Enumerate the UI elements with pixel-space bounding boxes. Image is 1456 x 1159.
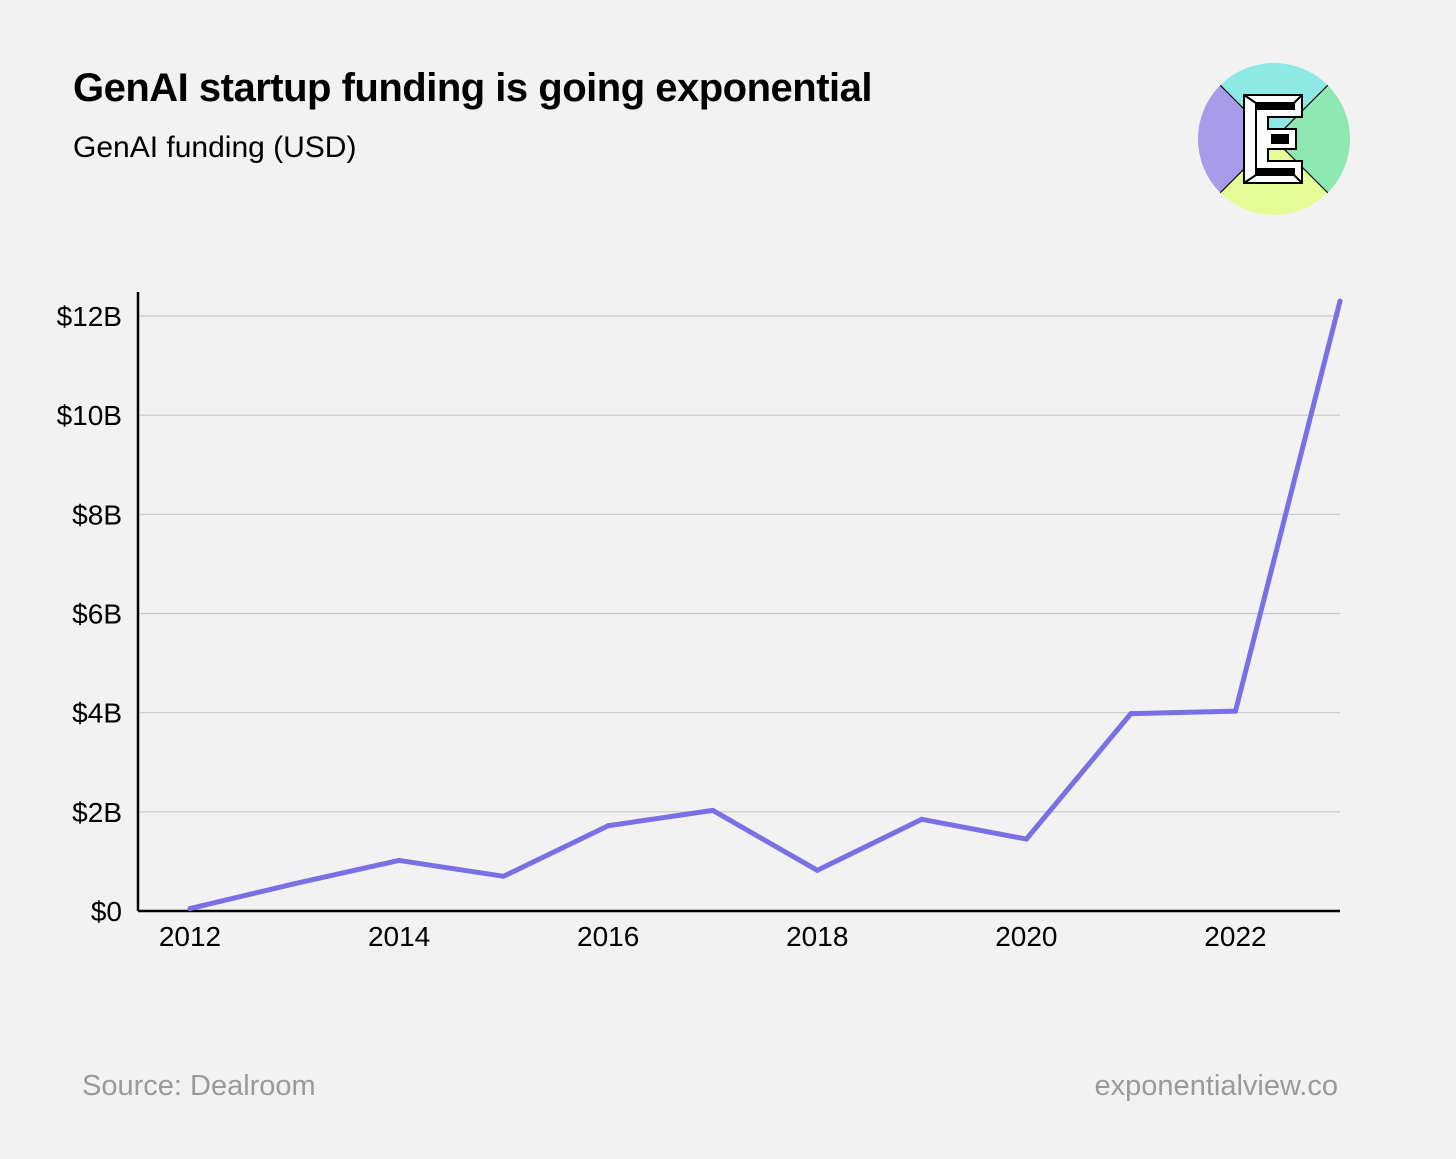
data-point-2023 [1337, 298, 1343, 304]
x-tick-label: 2014 [368, 921, 430, 952]
y-tick-label: $6B [72, 599, 122, 630]
chart-subtitle: GenAI funding (USD) [73, 131, 357, 164]
data-point-2018 [814, 867, 820, 873]
data-point-2016 [605, 823, 611, 829]
y-tick-label: $10B [57, 400, 122, 431]
data-point-2014 [396, 857, 402, 863]
logo-letter-e [1243, 94, 1303, 184]
data-points [187, 298, 1343, 912]
source-note: Source: Dealroom [82, 1070, 316, 1102]
x-tick-label: 2016 [577, 921, 639, 952]
data-point-2020 [1023, 836, 1029, 842]
site-credit: exponentialview.co [1094, 1070, 1338, 1102]
data-point-2015 [501, 873, 507, 879]
x-tick-label: 2022 [1204, 921, 1266, 952]
y-tick-label: $12B [57, 301, 122, 332]
data-point-2019 [919, 816, 925, 822]
chart-title: GenAI startup funding is going exponenti… [73, 66, 873, 110]
x-tick-label: 2018 [786, 921, 848, 952]
y-tick-label: $8B [72, 499, 122, 530]
data-point-2017 [710, 807, 716, 813]
y-tick-label: $2B [72, 797, 122, 828]
exponential-view-logo-icon [1198, 63, 1350, 215]
logo-quadrant-right [1274, 63, 1350, 215]
x-tick-label: 2020 [995, 921, 1057, 952]
data-point-2013 [292, 881, 298, 887]
gridlines [138, 315, 1340, 813]
data-point-2012 [187, 906, 193, 912]
y-axis-ticks: $0 $2B $4B $6B $8B $10B $12B [57, 301, 122, 927]
data-point-2021 [1128, 711, 1134, 717]
y-tick-label: $4B [72, 698, 122, 729]
x-tick-label: 2012 [159, 921, 221, 952]
y-tick-label: $0 [91, 896, 122, 927]
data-point-2022 [1232, 708, 1238, 714]
funding-series-line [187, 298, 1343, 912]
logo-quadrant-left [1198, 63, 1274, 215]
x-axis-ticks: 2012 2014 2016 2018 2020 2022 [159, 921, 1267, 952]
